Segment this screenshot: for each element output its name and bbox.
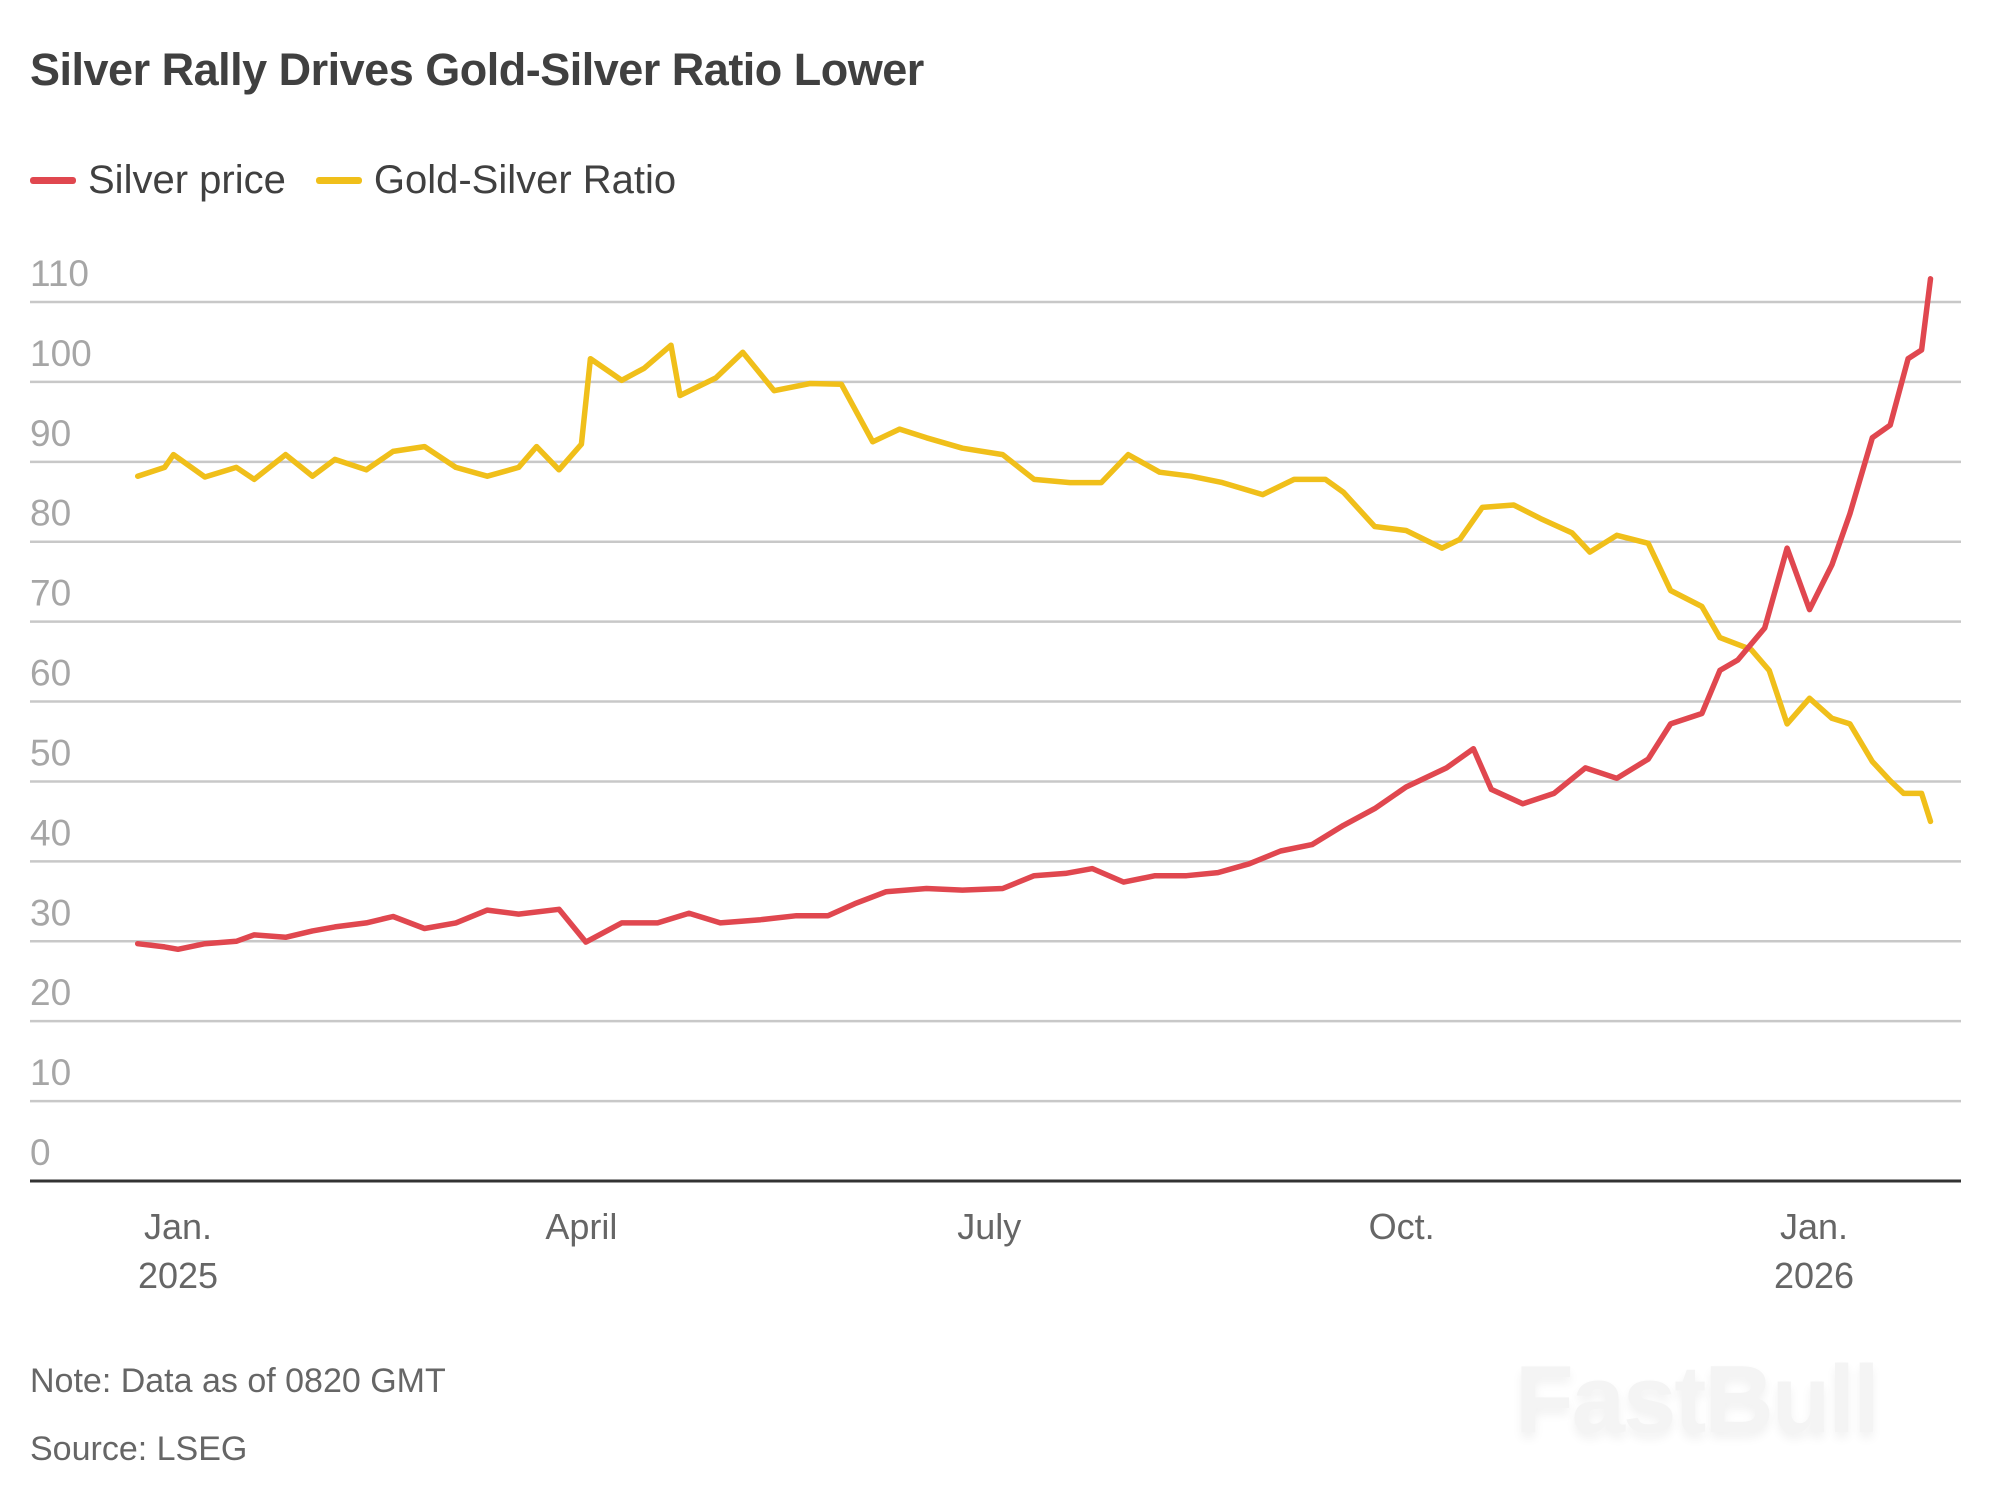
legend-swatch-gold-silver-ratio xyxy=(315,177,362,184)
y-tick-label-50: 50 xyxy=(30,732,71,773)
gridlines xyxy=(30,300,1961,1103)
footnote-source: Source: LSEG xyxy=(30,1430,248,1468)
series-line-silver-price xyxy=(134,276,1934,953)
x-tick-sublabel-0: 2025 xyxy=(138,1255,218,1296)
x-tick-label-2: July xyxy=(957,1206,1021,1247)
y-tick-label-0: 0 xyxy=(30,1132,51,1173)
y-axis-tick-labels: 0 10 20 30 40 50 60 70 80 90 100 110 xyxy=(30,253,92,1173)
y-tick-label-110: 110 xyxy=(30,253,89,294)
y-tick-label-30: 30 xyxy=(30,892,71,933)
y-tick-label-10: 10 xyxy=(30,1052,71,1093)
y-tick-label-70: 70 xyxy=(30,573,71,614)
x-tick-label-3: Oct. xyxy=(1369,1206,1435,1247)
legend-item-gold-silver-ratio: Gold-Silver Ratio xyxy=(315,158,677,203)
footnote-note: Note: Data as of 0820 GMT xyxy=(30,1362,446,1400)
x-axis-tick-labels: Jan. 2025 April July Oct. Jan. 2026 xyxy=(138,1206,1854,1296)
y-tick-label-80: 80 xyxy=(30,493,71,534)
legend-label-gold-silver-ratio: Gold-Silver Ratio xyxy=(373,158,677,202)
x-tick-label-1: April xyxy=(545,1206,617,1247)
series-line-gold-silver-ratio xyxy=(134,342,1934,825)
x-tick-label-4: Jan. xyxy=(1780,1206,1848,1247)
legend: Silver price Gold-Silver Ratio xyxy=(30,158,706,203)
x-tick-label-0: Jan. xyxy=(144,1206,212,1247)
y-tick-label-100: 100 xyxy=(30,333,92,374)
y-tick-label-90: 90 xyxy=(30,413,71,454)
y-tick-label-20: 20 xyxy=(30,972,71,1013)
x-tick-sublabel-4: 2026 xyxy=(1774,1255,1854,1296)
y-tick-label-60: 60 xyxy=(30,653,71,694)
legend-label-silver-price: Silver price xyxy=(88,158,286,202)
y-tick-label-40: 40 xyxy=(30,812,71,853)
legend-swatch-silver-price xyxy=(30,177,76,184)
legend-item-silver-price: Silver price xyxy=(30,158,286,203)
watermark-logo: FastBull xyxy=(1515,1346,1880,1453)
series-lines xyxy=(134,276,1934,953)
chart-title: Silver Rally Drives Gold-Silver Ratio Lo… xyxy=(30,44,924,95)
